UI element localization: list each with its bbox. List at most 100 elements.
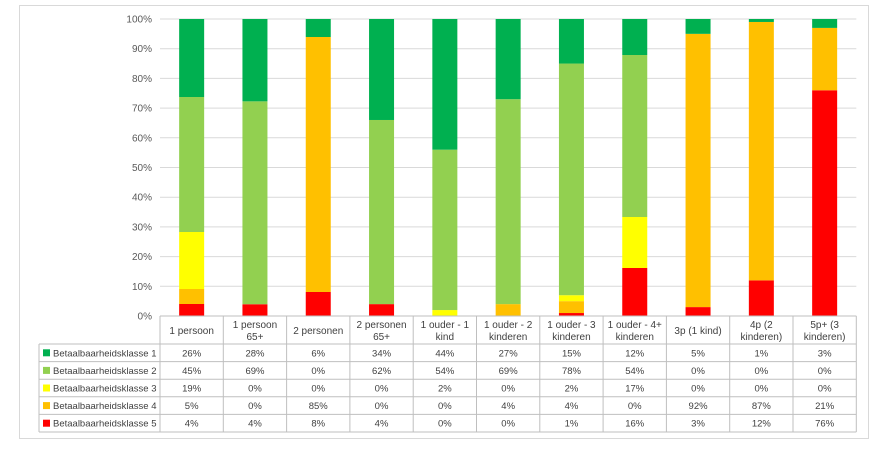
data-label: 0% (501, 419, 515, 430)
data-label: 2% (565, 384, 579, 395)
data-label: 1% (565, 419, 579, 430)
y-tick-label: 10% (132, 282, 152, 293)
data-label: 2% (438, 384, 452, 395)
data-label: 92% (689, 401, 709, 412)
y-axis: 0% 10% 20% 30% 40% 50% 60% 70% 80% 90% 100% (126, 15, 152, 323)
x-category-label-line: kinderen (616, 332, 654, 343)
legend-label: Betaalbaarheidsklasse 2 (53, 366, 157, 377)
bar-segment (179, 19, 205, 97)
data-label: 4% (185, 419, 199, 430)
bar-segment (179, 232, 205, 289)
legend-label: Betaalbaarheidsklasse 3 (53, 384, 157, 395)
y-tick-label: 30% (132, 222, 152, 233)
data-label: 34% (372, 348, 392, 359)
bar-segment (495, 99, 521, 305)
y-tick-label: 70% (132, 104, 152, 115)
bar-segment (179, 97, 205, 232)
x-category-label-line: 1 ouder - 4+ (608, 320, 662, 331)
y-tick-label: 20% (132, 252, 152, 263)
bar-segment (748, 21, 774, 281)
y-tick-label: 80% (132, 74, 152, 85)
bar-segment (812, 27, 838, 91)
legend-key (43, 349, 50, 357)
bar-segment (432, 149, 458, 311)
bar-segment (622, 19, 648, 55)
data-label: 27% (499, 348, 519, 359)
bar-segment (748, 280, 774, 316)
x-category-label-line: 1 ouder - 1 (421, 320, 470, 331)
x-category-label-line: 65+ (246, 332, 263, 343)
legend-label: Betaalbaarheidsklasse 4 (53, 401, 157, 412)
data-label: 28% (245, 348, 265, 359)
data-label: 87% (752, 401, 772, 412)
data-label: 4% (375, 419, 389, 430)
data-label: 0% (754, 366, 768, 377)
data-label: 78% (562, 366, 582, 377)
x-category-label-line: kind (436, 332, 454, 343)
data-label: 0% (248, 401, 262, 412)
x-category-label-line: 3p (1 kind) (674, 326, 721, 337)
bar-segment (622, 55, 648, 217)
x-category-label: 1 persoon 65+ (233, 320, 277, 343)
x-category-label-line: 1 ouder - 2 (484, 320, 533, 331)
legend-label: Betaalbaarheidsklasse 5 (53, 419, 157, 430)
x-category-label-line: 4p (2 (750, 320, 773, 331)
x-category-label: 5p+ (3 kinderen) (804, 320, 846, 343)
data-label: 6% (311, 348, 325, 359)
y-tick-label: 0% (138, 312, 153, 323)
data-label: 8% (311, 419, 325, 430)
data-label: 4% (248, 419, 262, 430)
bar-segment (685, 19, 711, 34)
data-label: 15% (562, 348, 582, 359)
y-tick-label: 90% (132, 44, 152, 55)
y-tick-label: 100% (126, 15, 152, 26)
data-label: 0% (438, 401, 452, 412)
x-category-label: 4p (2 kinderen) (740, 320, 782, 343)
data-label: 0% (375, 384, 389, 395)
bar-segment (432, 19, 458, 150)
data-label: 85% (309, 401, 329, 412)
data-label: 0% (248, 384, 262, 395)
x-category-label: 1 persoon (169, 326, 213, 337)
data-label: 16% (625, 419, 645, 430)
y-tick-label: 50% (132, 163, 152, 174)
data-label: 1% (754, 348, 768, 359)
data-label: 3% (818, 348, 832, 359)
data-label: 0% (691, 384, 705, 395)
data-label: 19% (182, 384, 202, 395)
data-label: 44% (435, 348, 455, 359)
x-category-label: 2 personen (293, 326, 343, 337)
data-label: 12% (625, 348, 645, 359)
data-label: 0% (501, 384, 515, 395)
bar-segment (495, 19, 521, 100)
bar-segment (558, 313, 584, 316)
data-label: 69% (499, 366, 519, 377)
bar-segment (685, 33, 711, 308)
x-category-label-line: 1 persoon (169, 326, 213, 337)
legend-key (43, 366, 50, 374)
bar-segment (748, 19, 774, 22)
data-label: 0% (375, 401, 389, 412)
bar-segment (685, 307, 711, 316)
data-label: 54% (435, 366, 455, 377)
data-label: 0% (311, 384, 325, 395)
bar-segment (558, 63, 584, 296)
y-tick-label: 40% (132, 193, 152, 204)
bar-segment (242, 304, 268, 316)
data-label: 5% (691, 348, 705, 359)
data-label: 0% (691, 366, 705, 377)
x-category-label: 3p (1 kind) (674, 326, 721, 337)
x-category-label-line: kinderen (552, 332, 590, 343)
legend-key (43, 402, 50, 410)
data-label: 62% (372, 366, 392, 377)
data-label: 17% (625, 384, 645, 395)
x-category-label-line: 2 personen (357, 320, 407, 331)
x-category-label-line: 1 ouder - 3 (547, 320, 596, 331)
bars (179, 19, 838, 316)
x-category-label-line: 5p+ (3 (810, 320, 839, 331)
data-label: 4% (501, 401, 515, 412)
data-label: 4% (565, 401, 579, 412)
bar-segment (369, 119, 395, 305)
x-category-label: 2 personen 65+ (357, 320, 407, 343)
